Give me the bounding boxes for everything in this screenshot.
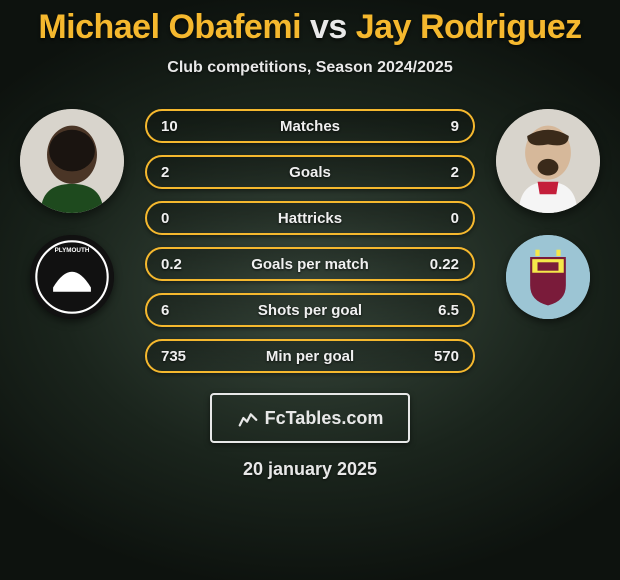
stat-label: Hattricks [278, 210, 342, 227]
vs-text: vs [310, 8, 347, 46]
stat-right-value: 570 [419, 348, 459, 365]
stat-label: Min per goal [266, 348, 354, 365]
subtitle: Club competitions, Season 2024/2025 [0, 59, 620, 77]
stat-label: Matches [280, 118, 340, 135]
player1-club-badge: PLYMOUTH [30, 235, 114, 319]
stat-right-value: 0 [419, 210, 459, 227]
content-root: Michael Obafemi vs Jay Rodriguez Club co… [0, 0, 620, 580]
stat-left-value: 0.2 [161, 256, 201, 273]
right-side [493, 109, 603, 319]
main-row: PLYMOUTH 10 Matches 9 2 Goals 2 0 Hattri… [0, 109, 620, 373]
stat-row-goals: 2 Goals 2 [145, 155, 475, 189]
stat-left-value: 2 [161, 164, 201, 181]
stat-label: Shots per goal [258, 302, 362, 319]
stat-left-value: 10 [161, 118, 201, 135]
stat-right-value: 6.5 [419, 302, 459, 319]
stat-label: Goals per match [251, 256, 369, 273]
stat-row-matches: 10 Matches 9 [145, 109, 475, 143]
brand-text: FcTables.com [265, 408, 384, 429]
player2-avatar [496, 109, 600, 213]
stat-row-spg: 6 Shots per goal 6.5 [145, 293, 475, 327]
left-side: PLYMOUTH [17, 109, 127, 319]
stat-right-value: 9 [419, 118, 459, 135]
stats-column: 10 Matches 9 2 Goals 2 0 Hattricks 0 0.2… [145, 109, 475, 373]
stat-row-gpm: 0.2 Goals per match 0.22 [145, 247, 475, 281]
player1-avatar-icon [20, 109, 124, 213]
burnley-badge-icon [506, 235, 590, 319]
brand-box: FcTables.com [210, 393, 410, 443]
brand-icon [237, 407, 259, 429]
stat-left-value: 735 [161, 348, 201, 365]
stat-right-value: 2 [419, 164, 459, 181]
player1-name: Michael Obafemi [38, 8, 301, 46]
stat-left-value: 0 [161, 210, 201, 227]
player1-avatar [20, 109, 124, 213]
stat-label: Goals [289, 164, 331, 181]
player2-avatar-icon [496, 109, 600, 213]
plymouth-badge-icon: PLYMOUTH [30, 235, 114, 319]
stat-right-value: 0.22 [419, 256, 459, 273]
svg-text:PLYMOUTH: PLYMOUTH [55, 247, 90, 254]
page-title: Michael Obafemi vs Jay Rodriguez [0, 8, 620, 47]
player2-club-badge [506, 235, 590, 319]
stat-row-hattricks: 0 Hattricks 0 [145, 201, 475, 235]
player2-name: Jay Rodriguez [356, 8, 582, 46]
stat-row-mpg: 735 Min per goal 570 [145, 339, 475, 373]
date-text: 20 january 2025 [0, 459, 620, 480]
stat-left-value: 6 [161, 302, 201, 319]
